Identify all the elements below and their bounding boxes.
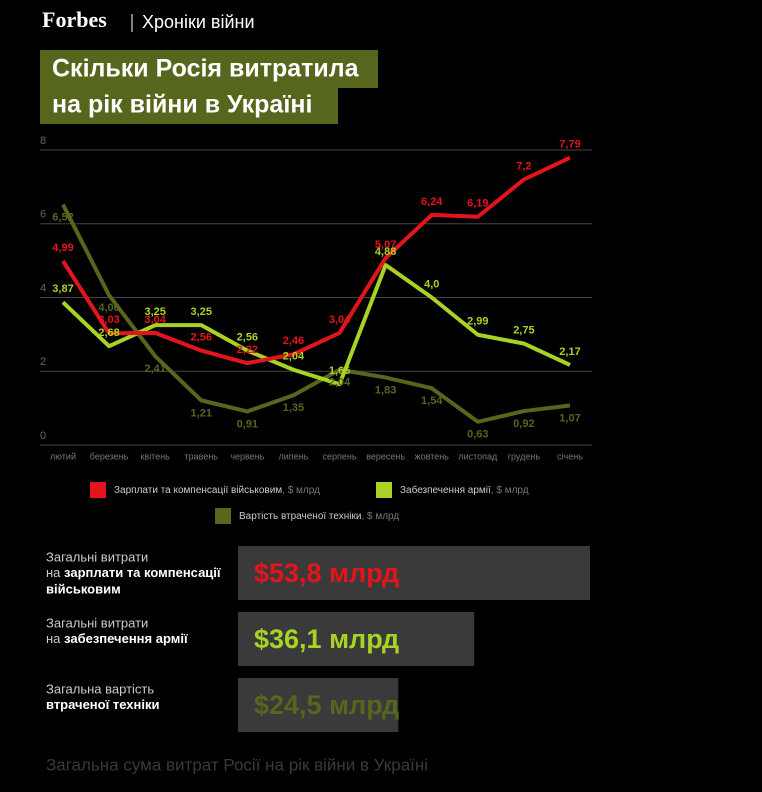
x-tick-label: січень xyxy=(557,451,583,461)
value-label: 1,54 xyxy=(421,395,443,407)
brand: Forbes xyxy=(42,7,107,32)
series-line xyxy=(61,203,571,424)
value-label: 2,56 xyxy=(237,332,258,344)
legend-unit: , $ млрд xyxy=(361,511,399,522)
legend-swatch xyxy=(376,482,392,498)
x-tick-label: серпень xyxy=(323,451,357,461)
x-tick-label: вересень xyxy=(366,451,405,461)
total-label: втраченої техніки xyxy=(46,697,160,712)
value-label: 3,25 xyxy=(191,306,212,318)
legend-label: Вартість втраченої техніки, $ млрд xyxy=(239,511,399,522)
x-tick-label: жовтень xyxy=(415,451,450,461)
value-label: 0,91 xyxy=(237,418,258,430)
value-label: 6,19 xyxy=(467,198,488,210)
x-tick-label: березень xyxy=(90,451,129,461)
value-label: 2,22 xyxy=(237,344,258,356)
x-tick-label: червень xyxy=(230,451,264,461)
value-label: 0,63 xyxy=(467,429,488,441)
total-value: $24,5 млрд xyxy=(254,690,399,720)
value-label: 7,79 xyxy=(559,139,580,151)
value-label: 1,83 xyxy=(375,384,396,396)
series-line xyxy=(61,263,571,387)
value-label: 1,65 xyxy=(329,365,350,377)
value-label: 2,41 xyxy=(144,363,165,375)
value-label: 5,07 xyxy=(375,239,396,251)
value-label: 3,04 xyxy=(144,314,166,326)
value-label: 3,25 xyxy=(144,306,165,318)
x-tick-label: травень xyxy=(185,451,219,461)
y-tick-label: 6 xyxy=(40,209,46,221)
total-value: $36,1 млрд xyxy=(254,624,399,654)
total-label-bold: втраченої техніки xyxy=(46,697,160,712)
value-label: 0,92 xyxy=(513,418,534,430)
value-label: 2,56 xyxy=(191,332,212,344)
value-label: 3,87 xyxy=(52,283,73,295)
x-tick-label: грудень xyxy=(508,451,541,461)
x-tick-label: липень xyxy=(279,451,309,461)
value-label: 3,04 xyxy=(329,314,351,326)
value-label: 4,99 xyxy=(52,242,73,254)
value-label: 1,35 xyxy=(283,402,304,414)
legend-name: Вартість втраченої техніки xyxy=(239,511,361,522)
total-bar xyxy=(238,678,399,732)
total-value: $53,8 млрд xyxy=(254,558,399,588)
legend-swatch xyxy=(90,482,106,498)
total-label-bold: зарплати та компенсації xyxy=(64,565,221,580)
value-label: 2,99 xyxy=(467,316,488,328)
series-line xyxy=(61,155,571,366)
total-bar xyxy=(238,546,590,600)
total-label: Загальна вартість xyxy=(46,681,154,696)
value-label: 6,52 xyxy=(52,211,73,223)
total-label-bold: військовим xyxy=(46,581,121,596)
value-label: 2,04 xyxy=(283,351,305,363)
x-tick-label: листопад xyxy=(458,451,498,461)
value-label: 2,75 xyxy=(513,325,534,337)
y-tick-label: 4 xyxy=(40,282,46,294)
y-tick-label: 2 xyxy=(40,356,46,368)
legend-swatch xyxy=(215,508,231,524)
value-label: 4,06 xyxy=(98,302,119,314)
legend-name: Зарплати та компенсації військовим xyxy=(114,485,282,496)
title-bg xyxy=(40,50,378,88)
x-tick-label: квітень xyxy=(140,451,170,461)
title: Скільки Росія витратила xyxy=(52,55,360,83)
value-label: 4,88 xyxy=(375,246,396,258)
value-label: 2,68 xyxy=(98,327,119,339)
value-label: 4,0 xyxy=(424,278,439,290)
value-label: 1,21 xyxy=(191,407,212,419)
section: Хроніки війни xyxy=(142,12,255,32)
legend-unit: , $ млрд xyxy=(491,485,529,496)
title-bg xyxy=(40,88,338,124)
total-label: Загальні витрати xyxy=(46,549,148,564)
total-bar xyxy=(238,612,475,666)
y-tick-label: 0 xyxy=(40,430,46,442)
legend-name: Забезпечення армії xyxy=(400,484,491,496)
legend-unit: , $ млрд xyxy=(282,485,320,496)
total-label-prefix: на xyxy=(46,631,61,646)
value-label: 2,46 xyxy=(283,335,304,347)
x-tick-label: лютий xyxy=(50,451,76,461)
value-label: 2,17 xyxy=(559,346,580,358)
footer: Загальна сума витрат Росії на рік війни … xyxy=(46,755,428,774)
total-label: на зарплати та компенсації xyxy=(46,565,221,580)
total-label: Загальні витрати xyxy=(46,615,148,630)
total-label-prefix: на xyxy=(46,565,61,580)
title: на рік війни в Україні xyxy=(52,91,312,119)
legend-label: Зарплати та компенсації військовим, $ мл… xyxy=(114,485,320,496)
value-label: 6,24 xyxy=(421,196,443,208)
legend-label: Забезпечення армії, $ млрд xyxy=(400,484,529,496)
y-tick-label: 8 xyxy=(40,135,46,147)
value-label: 1,07 xyxy=(559,412,580,424)
total-label: на забезпечення армії xyxy=(46,631,188,646)
value-label: 7,2 xyxy=(516,160,531,172)
total-label-bold: забезпечення армії xyxy=(64,631,188,646)
value-label: 2,04 xyxy=(329,377,351,389)
value-label: 3,03 xyxy=(98,314,119,326)
